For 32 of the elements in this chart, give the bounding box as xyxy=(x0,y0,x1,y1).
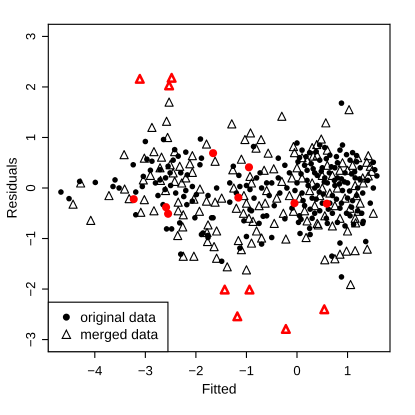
point xyxy=(234,194,242,202)
y-tick-label: 2 xyxy=(26,84,36,90)
point xyxy=(244,163,254,172)
y-tick-label: 0 xyxy=(26,184,36,192)
point xyxy=(164,210,172,218)
point xyxy=(319,304,330,314)
x-tick-label: 0 xyxy=(294,366,300,376)
point xyxy=(130,195,138,204)
y-tick-label: 3 xyxy=(26,33,36,40)
point xyxy=(220,284,230,295)
x-tick-label: −1 xyxy=(240,366,254,376)
point xyxy=(162,203,170,212)
point xyxy=(322,200,331,208)
point xyxy=(166,72,177,83)
x-axis-title: Fitted xyxy=(202,384,236,394)
point xyxy=(209,149,218,158)
y-tick-label: −1 xyxy=(26,232,36,246)
point xyxy=(290,199,299,208)
point xyxy=(134,74,145,84)
legend-label: merged data xyxy=(81,329,158,342)
x-tick-label: −2 xyxy=(189,366,203,376)
x-tick-label: −4 xyxy=(88,366,102,376)
x-tick-label: −3 xyxy=(138,366,152,376)
point xyxy=(232,311,242,322)
point xyxy=(280,324,291,334)
point xyxy=(244,284,255,295)
y-tick-label: −3 xyxy=(26,332,36,346)
y-tick-label: −2 xyxy=(26,282,36,296)
legend-label: original data xyxy=(80,312,156,325)
y-tick-label: 1 xyxy=(26,134,36,140)
y-axis-title: Residuals xyxy=(6,158,17,218)
x-tick-label: 1 xyxy=(344,366,351,376)
